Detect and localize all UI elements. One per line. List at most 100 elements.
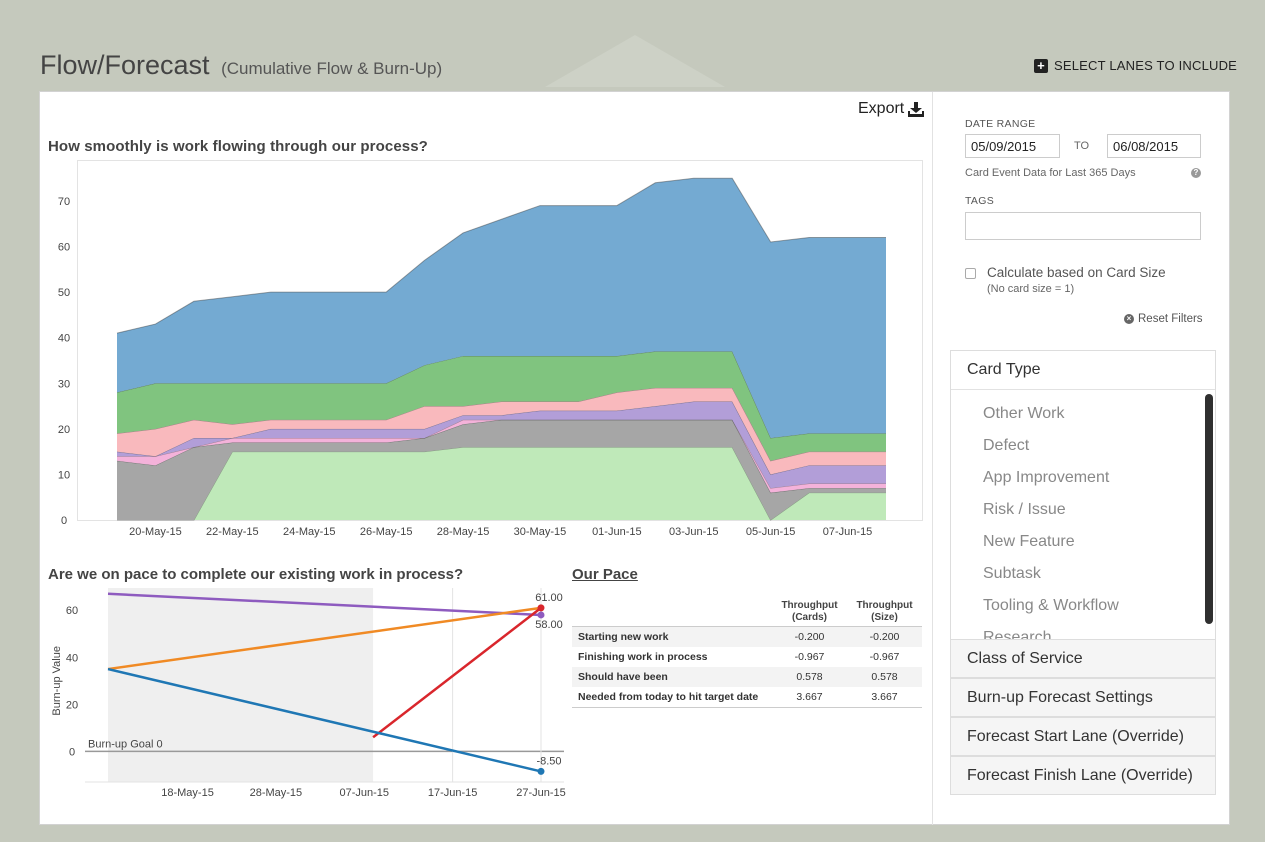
x-tick-label: 07-Jun-15: [339, 787, 389, 799]
cumulative-flow-heading: How smoothly is work flowing through our…: [48, 138, 428, 155]
card-type-scrollbar[interactable]: [1205, 394, 1213, 624]
end-label-2: 61.00: [535, 592, 563, 604]
tags-label: TAGS: [965, 195, 995, 207]
goal-label: Burn-up Goal 0: [88, 738, 163, 750]
filter-sidebar: DATE RANGE TO Card Event Data for Last 3…: [932, 92, 1230, 825]
reset-filters-button[interactable]: × Reset Filters: [1124, 313, 1203, 325]
our-pace-heading: Our Pace: [572, 566, 638, 583]
no-card-size-note: (No card size = 1): [987, 283, 1075, 295]
cumulative-flow-chart: 0 10 20 30 40 50 60 70 20-May-15 22-May-15 24-May-…: [58, 177, 886, 538]
row-size: -0.967: [869, 651, 900, 663]
area-series-6: [117, 178, 886, 438]
table-row: Needed from today to hit target date 3.6…: [572, 687, 922, 708]
card-type-item[interactable]: App Improvement: [983, 469, 1110, 486]
end-label-0: 58.00: [535, 619, 563, 631]
area-series-1: [117, 419, 886, 520]
x-tick-label: 27-Jun-15: [516, 787, 566, 799]
x-tick-label: 03-Jun-15: [669, 526, 719, 538]
x-tick-label: 07-Jun-15: [823, 526, 873, 538]
tags-input[interactable]: [965, 212, 1201, 240]
area-series-0: [117, 447, 886, 520]
area-edge-6: [116, 177, 886, 334]
end-point-3: [537, 767, 545, 775]
close-circle-icon: ×: [1124, 314, 1134, 324]
main-panel: Export How smoothly is work flowing thro…: [39, 91, 1230, 825]
y-tick-label: 0: [69, 746, 75, 758]
table-row: Starting new work -0.200 -0.200: [572, 626, 922, 647]
elapsed-shading: [108, 588, 374, 782]
export-button[interactable]: Export: [858, 100, 925, 118]
table-row: Should have been 0.578 0.578: [572, 667, 922, 687]
card-type-header[interactable]: Card Type: [951, 351, 1215, 389]
row-cards: -0.200: [772, 626, 847, 647]
row-label: Should have been: [572, 667, 772, 687]
x-tick-label: 26-May-15: [360, 526, 413, 538]
card-type-item[interactable]: Tooling & Workflow: [983, 597, 1119, 614]
card-type-item[interactable]: Subtask: [983, 565, 1041, 582]
row-cards: 3.667: [772, 687, 847, 708]
throughput-cards-header: Throughput (Cards): [772, 598, 847, 627]
x-tick-label: 28-May-15: [437, 526, 490, 538]
card-event-note: Card Event Data for Last 365 Days: [965, 167, 1136, 179]
title-text: Flow/Forecast: [40, 50, 210, 80]
row-label: Finishing work in process: [578, 651, 708, 663]
end-point-0: [537, 611, 545, 619]
y-tick-label: 20: [58, 424, 70, 436]
card-size-checkbox[interactable]: [965, 268, 976, 279]
date-to-input[interactable]: [1107, 134, 1201, 158]
forecast-start-lane-section[interactable]: Forecast Start Lane (Override): [950, 717, 1216, 756]
export-label: Export: [858, 100, 905, 117]
select-lanes-button[interactable]: + SELECT LANES TO INCLUDE: [1034, 58, 1237, 73]
card-type-item[interactable]: Risk / Issue: [983, 501, 1066, 518]
y-tick-label: 50: [58, 287, 70, 299]
class-of-service-section[interactable]: Class of Service: [950, 639, 1216, 678]
row-size: 3.667: [847, 687, 922, 708]
throughput-size-header: Throughput (Size): [847, 598, 922, 627]
end-point-2: [537, 604, 545, 612]
y-tick-label: 40: [58, 333, 70, 345]
x-tick-label: 05-Jun-15: [746, 526, 796, 538]
y-tick-label: 60: [58, 242, 70, 254]
card-type-item[interactable]: Other Work: [983, 405, 1065, 422]
card-type-item[interactable]: Research: [983, 629, 1052, 639]
forecast-line-3: [107, 667, 542, 773]
burn-up-chart: Burn-up Goal 0 0 20 40 60 Burn-up Value 18-May…: [51, 588, 566, 799]
forecast-line-1: [107, 606, 542, 671]
card-type-item[interactable]: Defect: [983, 437, 1030, 454]
blank-header: [572, 598, 772, 627]
area-series-3: [117, 401, 886, 489]
card-type-item[interactable]: New Feature: [983, 533, 1075, 550]
x-tick-label: 01-Jun-15: [592, 526, 642, 538]
row-cards: 0.578: [772, 667, 847, 687]
y-tick-label: 70: [58, 196, 70, 208]
our-pace-table: Throughput (Cards) Throughput (Size) Sta…: [572, 598, 922, 708]
x-tick-label: 22-May-15: [206, 526, 259, 538]
card-size-label[interactable]: Calculate based on Card Size: [987, 265, 1166, 280]
card-type-panel: Card Type Other Work Defect App Improvem…: [950, 350, 1216, 640]
y-tick-label: 10: [58, 469, 70, 481]
x-tick-label: 30-May-15: [514, 526, 567, 538]
forecast-finish-lane-section[interactable]: Forecast Finish Lane (Override): [950, 756, 1216, 795]
y-tick-label: 0: [61, 515, 67, 527]
subtitle-text: (Cumulative Flow & Burn-Up): [221, 59, 443, 78]
y-tick-label: 20: [66, 699, 78, 711]
forecast-line-2: [372, 606, 542, 739]
burn-up-forecast-settings-section[interactable]: Burn-up Forecast Settings: [950, 678, 1216, 717]
area-series-4: [117, 387, 886, 475]
reset-filters-label: Reset Filters: [1138, 313, 1203, 325]
help-icon[interactable]: ?: [1191, 168, 1201, 178]
x-tick-label: 18-May-15: [161, 787, 214, 799]
burn-up-heading: Are we on pace to complete our existing …: [48, 566, 464, 583]
to-label: TO: [1074, 140, 1090, 152]
download-icon: [908, 101, 925, 117]
x-tick-label: 20-May-15: [129, 526, 182, 538]
date-from-input[interactable]: [965, 134, 1060, 158]
row-cards: -0.967: [794, 651, 825, 663]
y-tick-label: 40: [66, 652, 78, 664]
forecast-line-0: [107, 592, 542, 617]
row-label: Starting new work: [572, 626, 772, 647]
row-label: Needed from today to hit target date: [572, 687, 772, 708]
table-row: Finishing work in process -0.967 -0.967: [572, 647, 922, 667]
row-size: -0.200: [847, 626, 922, 647]
area-series-5: [117, 351, 886, 461]
